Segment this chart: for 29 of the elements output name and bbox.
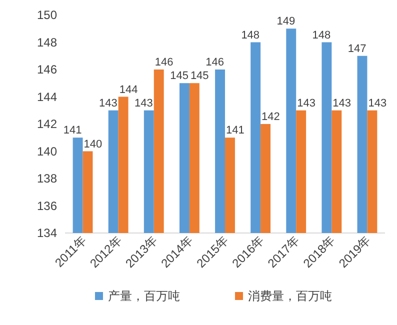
data-label: 146 [206, 56, 224, 68]
data-label: 145 [190, 70, 209, 82]
data-label: 141 [63, 124, 82, 137]
y-tick-label: 142 [36, 117, 58, 131]
y-tick-label: 136 [36, 198, 58, 213]
y-tick-label: 146 [36, 62, 58, 76]
data-label: 148 [241, 29, 260, 42]
y-tick-label: 134 [36, 226, 58, 240]
data-label: 143 [368, 97, 387, 110]
data-label: 147 [348, 42, 366, 55]
data-label: 144 [119, 84, 138, 96]
y-tick-label: 148 [36, 35, 58, 50]
data-label: 146 [154, 56, 174, 68]
data-label: 143 [297, 97, 316, 110]
y-tick-label: 144 [36, 90, 58, 104]
y-tick-label: 138 [36, 172, 58, 186]
data-label: 141 [226, 124, 244, 137]
data-label: 143 [98, 97, 118, 110]
data-label: 143 [332, 97, 352, 110]
data-label: 145 [170, 70, 188, 82]
data-label: 148 [312, 29, 331, 42]
data-label: 143 [134, 97, 153, 110]
y-tick-label: 150 [36, 8, 58, 22]
data-label: 142 [262, 111, 280, 123]
y-tick-label: 140 [36, 144, 58, 158]
legend-label: 产量，百万吨 [108, 289, 180, 303]
data-label: 149 [276, 16, 296, 28]
legend-label: 消费量，百万吨 [248, 289, 332, 303]
data-label: 140 [84, 138, 102, 150]
